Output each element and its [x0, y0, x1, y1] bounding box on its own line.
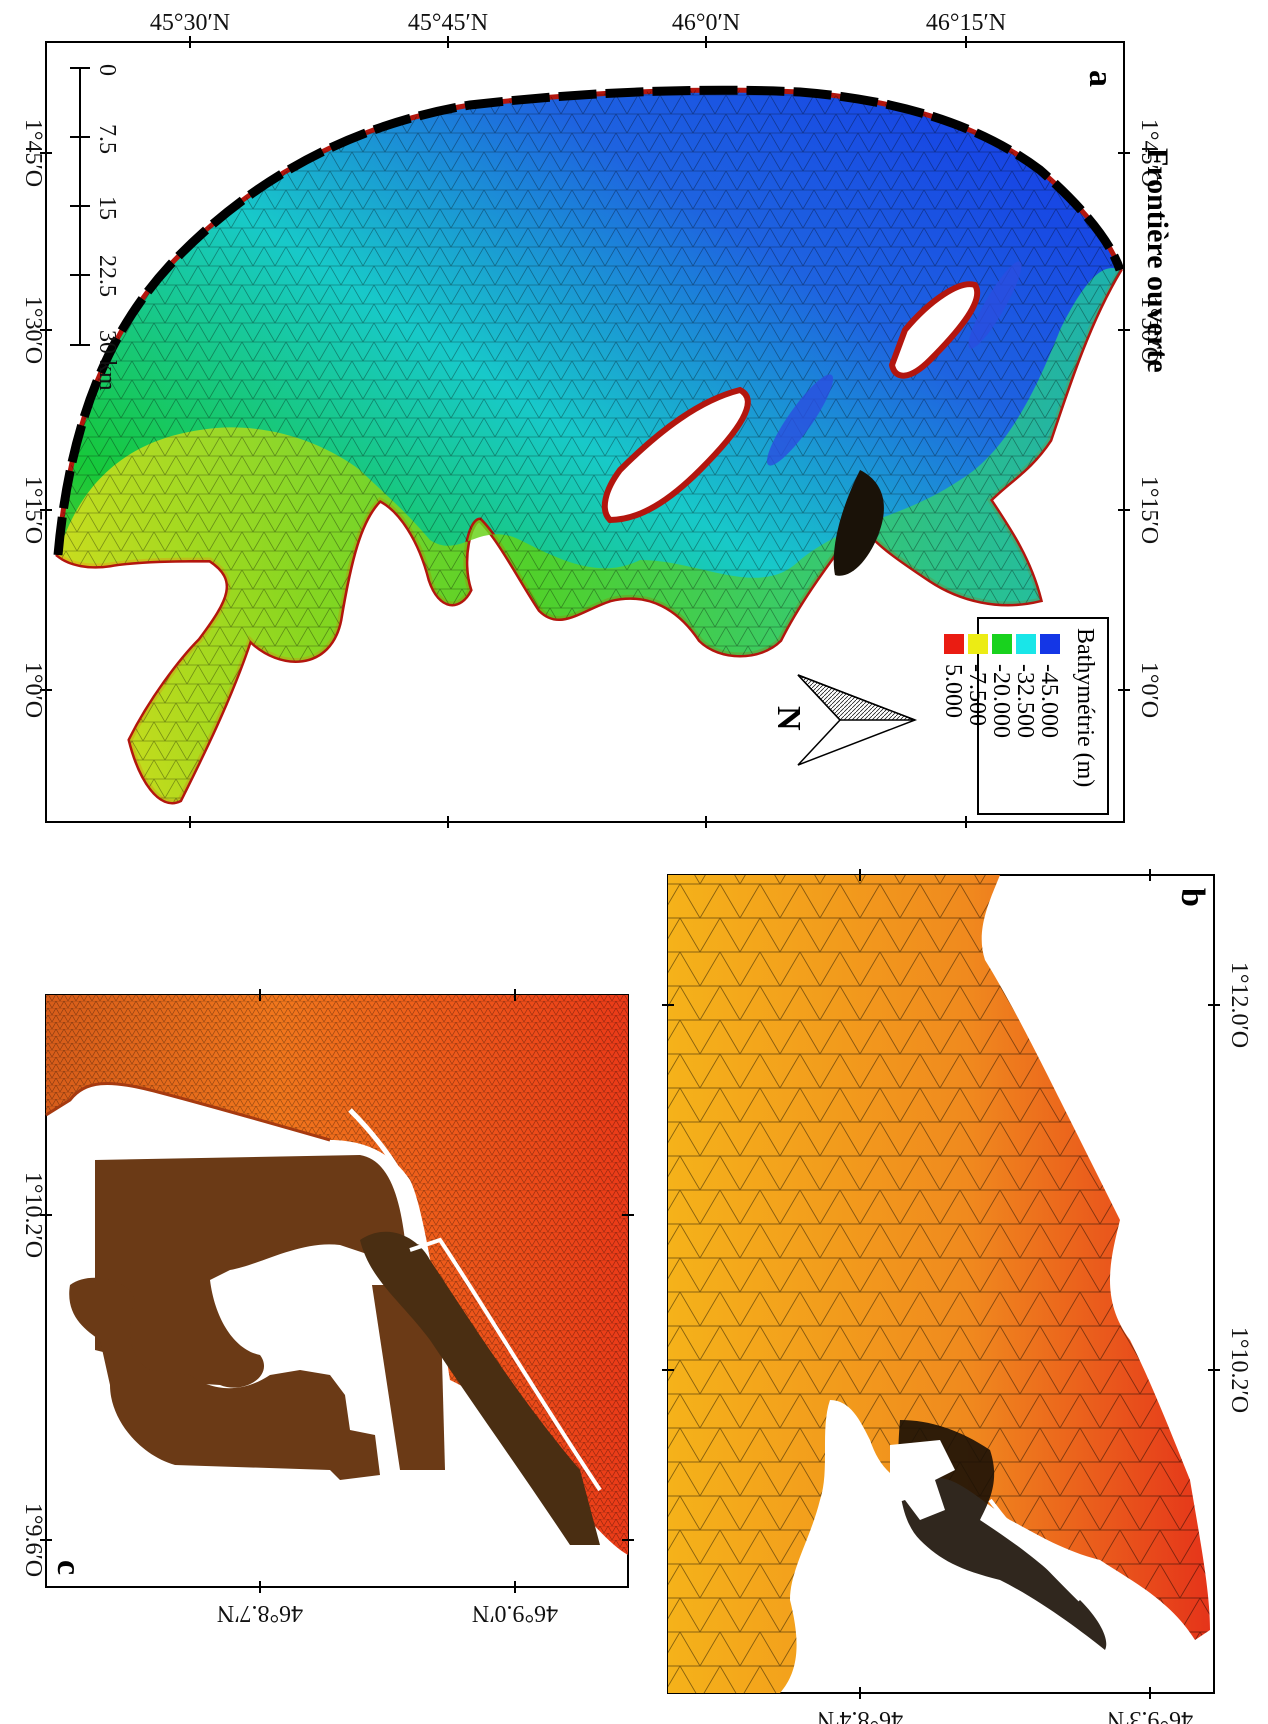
panel-c-coast: [45, 1081, 331, 1142]
legend-title: Bathymétrie (m): [1072, 628, 1098, 787]
scale-label: 15: [94, 196, 120, 220]
panel-c-dock-block-upper: [95, 1155, 430, 1388]
scale-label: 22.5: [94, 255, 120, 297]
lon-tick-label-left: 1°45′O: [20, 119, 46, 187]
lon-tick-label-left: 1°0′O: [20, 662, 46, 718]
panel-c-dock-block-lower: [69, 1277, 380, 1480]
scale-label: 0: [94, 64, 120, 76]
scale-label: 7.5: [94, 124, 120, 154]
panel-b-lat-tick: 46°9.3′N: [1107, 1706, 1193, 1724]
lat-tick-label: 45°45′N: [408, 10, 488, 36]
lon-tick-label-left: 1°15′O: [20, 476, 46, 544]
island-re: [888, 281, 981, 379]
legend-swatch: [1016, 634, 1036, 654]
deep-channel-breton: [968, 261, 1022, 349]
panel-b-letter: b: [1174, 888, 1211, 907]
panel-c: c 1°10.2′O 1°9.6′O 46°8.7′N 46°9.0′N: [20, 989, 634, 1626]
scale-label: 30 km: [94, 330, 120, 391]
legend-swatch: [1040, 634, 1060, 654]
lon-tick-label-right: 1°0′O: [1136, 662, 1162, 718]
lat-tick-label: 45°30′N: [150, 10, 230, 36]
deep-channel-antioche: [766, 374, 834, 466]
panel-c-quay-curve: [348, 1108, 408, 1186]
mesh-overlay: [58, 90, 1120, 802]
panel-a-top-ticks: [40, 36, 1130, 828]
legend-swatch: [944, 634, 964, 654]
scale-bar: 0 7.5 15 22.5 30 km: [70, 64, 120, 391]
north-arrow-icon: N: [770, 674, 918, 766]
panel-c-mesh: [46, 995, 628, 1555]
lon-tick-label-right: 1°30′O: [1136, 296, 1162, 364]
panel-b-port-dark: [898, 1420, 1107, 1650]
lat-tick-label: 46°0′N: [672, 10, 740, 36]
panel-b-lon-tick: 1°12.0′O: [1226, 962, 1252, 1048]
panel-c-lon-tick: 1°9.6′O: [20, 1503, 46, 1577]
panel-c-breakwater: [409, 1237, 602, 1492]
lon-tick-label-right: 1°15′O: [1136, 476, 1162, 544]
panel-a-letter: a: [1082, 70, 1119, 87]
lon-tick-label-left: 1°30′O: [20, 296, 46, 364]
panel-c-lat-tick: 46°9.0′N: [472, 1600, 558, 1626]
panel-c-lon-tick: 1°10.2′O: [20, 1172, 46, 1258]
panel-b-ticks: [662, 869, 1220, 1699]
panel-b-lon-tick: 1°10.2′O: [1226, 1327, 1252, 1413]
lat-tick-label: 46°15′N: [926, 10, 1006, 36]
panel-b-channel-wall: [988, 1498, 1082, 1602]
panel-b: b 1°12.0′O 1°10.2′O 46°8.4′N 46°9.3′N: [662, 869, 1252, 1724]
lon-tick-label-right: 1°45′O: [1136, 119, 1162, 187]
island-oleron: [601, 386, 751, 524]
panel-c-lat-tick: 46°8.7′N: [217, 1600, 303, 1626]
open-boundary-line: [53, 85, 1125, 556]
legend-value: -45.000: [1036, 664, 1062, 738]
legend-swatch: [992, 634, 1012, 654]
legend-value: -7.500: [964, 664, 990, 726]
panel-a: 45°30′N 45°45′N 46°0′N 46°15′N 1°45′O 1°…: [20, 10, 1174, 828]
panel-c-ticks: [40, 989, 634, 1593]
legend-value: -20.000: [988, 664, 1014, 738]
la-rochelle-harbour: [833, 470, 884, 576]
legend-swatch: [968, 634, 988, 654]
panel-b-port-basin: [890, 1440, 955, 1520]
bathymetry-legend: Bathymétrie (m) -45.000-32.500-20.000-7.…: [940, 617, 1109, 815]
legend-value: -32.500: [1012, 664, 1038, 738]
legend-value: 5.000: [940, 664, 966, 718]
north-label: N: [770, 706, 807, 731]
panel-b-mesh: [668, 875, 1210, 1693]
panel-b-lat-tick: 46°8.4′N: [817, 1706, 903, 1724]
panel-c-channel-dark: [360, 1231, 600, 1545]
open-boundary-label: Frontière ouverte: [1141, 148, 1174, 373]
panel-c-letter: c: [50, 1560, 87, 1575]
